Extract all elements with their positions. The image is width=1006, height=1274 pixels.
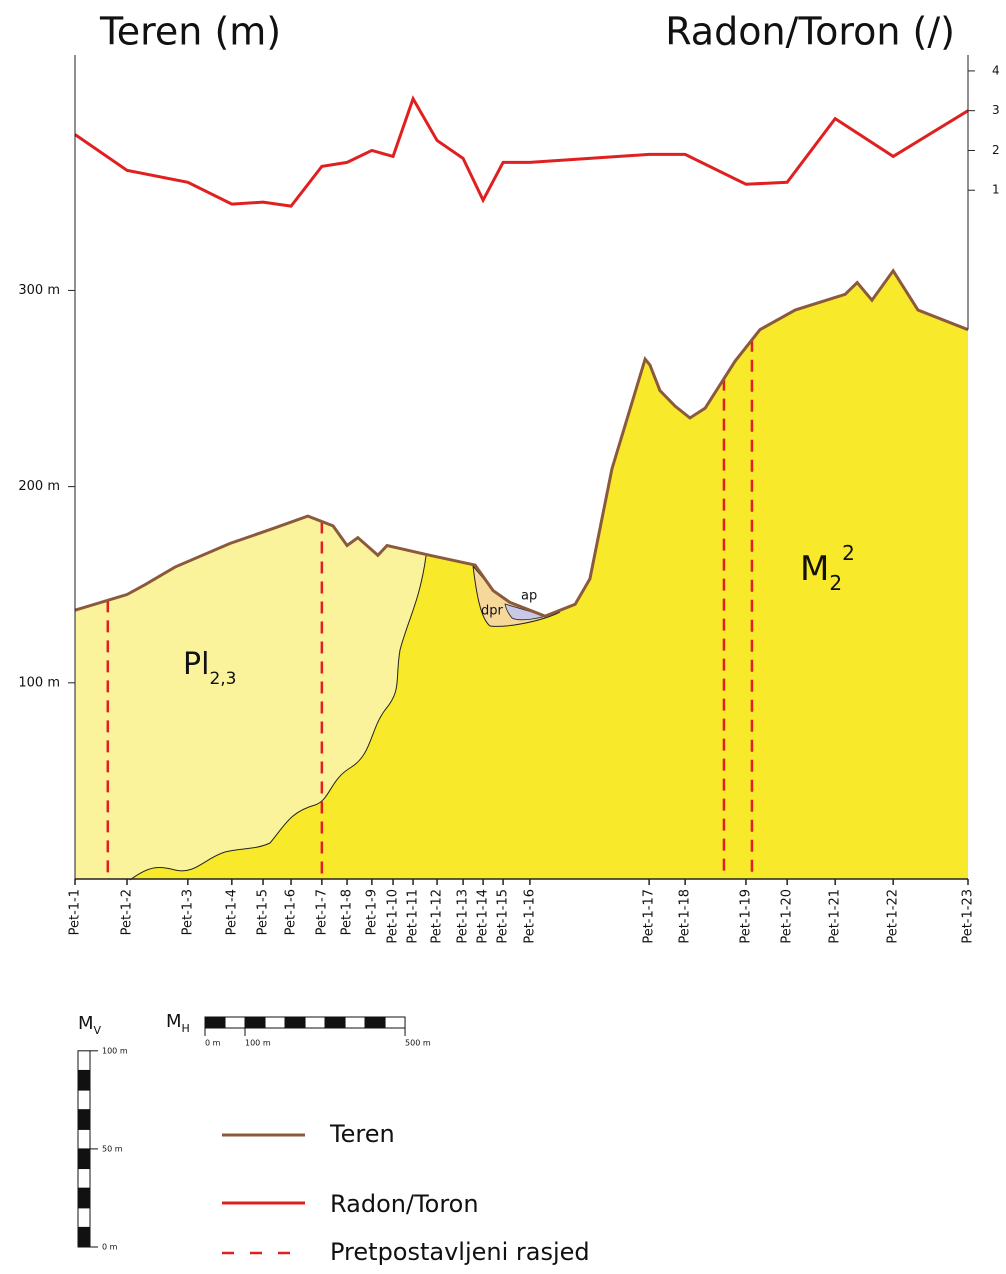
x-tick-label: Pet-1-7 [314,889,329,935]
scale-seg [77,1226,91,1248]
scale-seg [284,1016,306,1029]
radon-line [74,95,969,208]
y2-tick-label: 1 [992,183,1000,197]
scale-seg [77,1148,91,1170]
scale-label: 50 m [102,1144,123,1153]
x-tick-label: Pet-1-15 [496,889,511,944]
terrain-line [74,268,969,618]
scale-seg [77,1128,91,1150]
y-tick-label: 200 m [18,479,60,494]
y-tick-label: 300 m [18,283,60,298]
x-tick-label: Pet-1-4 [224,889,239,935]
x-tick-label: Pet-1-19 [738,889,753,944]
x-tick-label: Pet-1-18 [678,889,693,944]
scale-label: 100 m [102,1046,128,1055]
x-tick-label: Pet-1-8 [340,889,355,935]
scale-seg [77,1187,91,1209]
scale-seg [344,1016,366,1029]
right-title: Radon/Toron (/) [665,10,955,54]
scale-seg [204,1016,226,1029]
x-tick-label: Pet-1-1 [68,889,83,935]
scale-seg [77,1168,91,1189]
x-tick-label: Pet-1-11 [406,889,421,944]
legend-label: Pretpostavljeni rasjed [330,1238,590,1266]
y2-tick-label: 2 [992,143,1000,157]
scale-seg [77,1207,91,1228]
x-tick-label: Pet-1-2 [120,889,135,935]
x-tick-label: Pet-1-20 [780,889,795,944]
contact-line [129,555,427,881]
scale-label: MV [78,1013,102,1037]
x-tick-label: Pet-1-12 [430,889,445,944]
scale-seg [77,1069,91,1091]
x-tick-label: Pet-1-16 [522,889,537,944]
scale-seg [244,1016,266,1029]
unit-label: M22 [800,541,855,595]
scale-seg [384,1016,406,1029]
scale-label: 500 m [405,1039,431,1048]
scale-seg [77,1050,91,1071]
x-tick-label: Pet-1-13 [456,889,471,944]
unit-dpr [472,564,561,627]
unit-label: dpr [481,604,504,619]
y2-tick-label: 4 [992,63,1000,77]
scale-seg [364,1016,386,1029]
scale-seg [77,1109,91,1130]
scale-seg [324,1016,346,1029]
unit-label: ap [521,589,537,604]
scale-seg [264,1016,286,1029]
y-tick-label: 100 m [18,675,60,690]
y2-tick-label: 3 [992,103,1000,117]
x-tick-label: Pet-1-3 [180,889,195,935]
x-tick-label: Pet-1-6 [284,889,299,935]
x-tick-label: Pet-1-5 [256,889,271,935]
x-tick-label: Pet-1-17 [642,889,657,944]
legend-label: Teren [329,1120,395,1148]
x-tick-label: Pet-1-23 [961,889,976,944]
x-tick-label: Pet-1-14 [476,889,491,944]
scale-label: 0 m [102,1243,118,1252]
left-title: Teren (m) [99,10,281,54]
scale-seg [77,1089,91,1111]
scale-label: 100 m [245,1039,271,1048]
x-tick-label: Pet-1-22 [886,889,901,944]
scale-label: MH [166,1011,190,1035]
scale-seg [224,1016,246,1029]
x-tick-label: Pet-1-9 [364,889,379,935]
x-tick-label: Pet-1-10 [386,889,401,944]
scale-label: 0 m [205,1039,221,1048]
unit-label: Pl2,3 [183,647,236,690]
legend-label: Radon/Toron [330,1190,479,1218]
x-tick-label: Pet-1-21 [828,889,843,944]
unit-pl [75,516,426,880]
scale-seg [304,1016,326,1029]
